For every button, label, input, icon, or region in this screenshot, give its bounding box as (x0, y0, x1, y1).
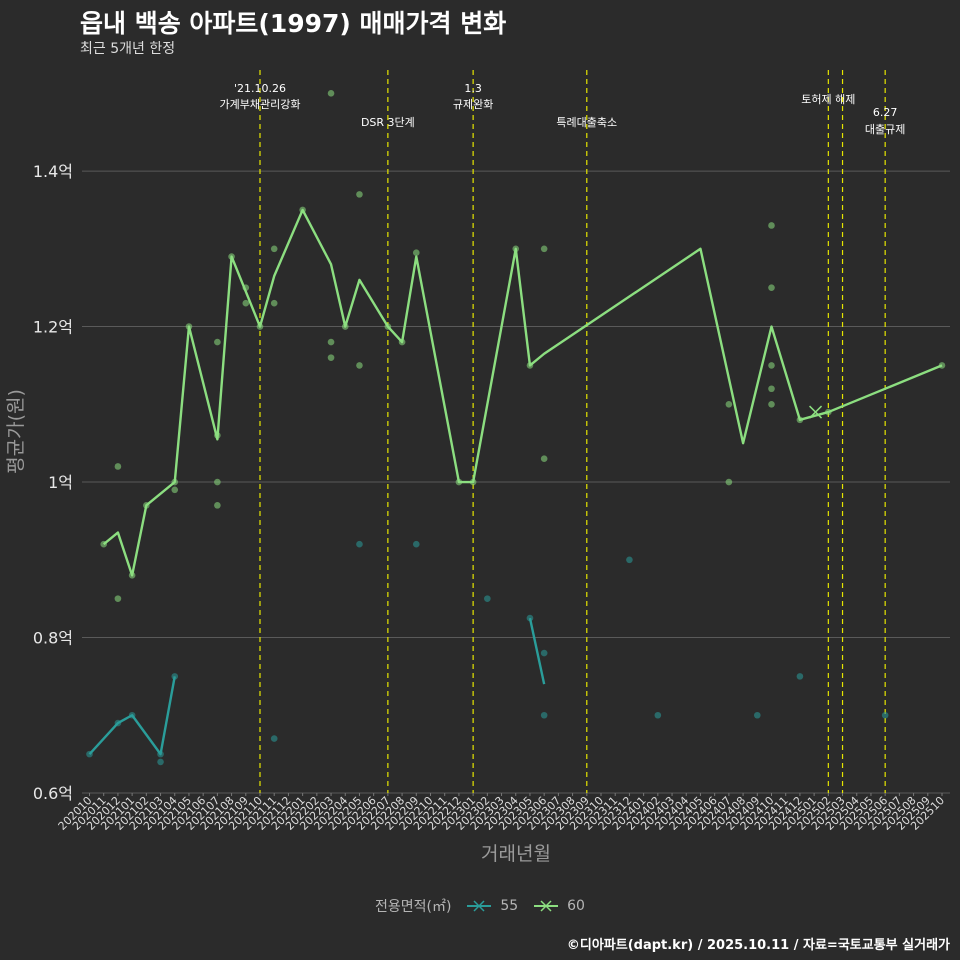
cross-marker-60 (809, 405, 823, 419)
data-point-55 (484, 595, 491, 602)
data-point-55 (270, 735, 278, 742)
data-point-55 (626, 556, 633, 564)
event-label: 대출규제 (865, 123, 905, 136)
data-point-60 (725, 400, 733, 408)
data-point-55 (540, 649, 548, 657)
data-point-60 (768, 362, 775, 369)
data-point-60 (327, 354, 335, 361)
data-point-60 (725, 478, 733, 486)
data-point-60 (540, 455, 548, 463)
y-tick-label: 1억 (48, 473, 73, 492)
data-point-60 (327, 90, 335, 97)
legend-title: 전용면적(㎡) (375, 899, 452, 915)
data-point-60 (768, 222, 775, 229)
data-point-60 (171, 486, 179, 494)
series-line-55 (528, 617, 546, 685)
data-point-55 (157, 758, 164, 766)
chart-title: 읍내 백송 아파트(1997) 매매가격 변화 (80, 9, 507, 38)
data-point-60 (768, 385, 775, 393)
data-point-55 (796, 673, 804, 680)
data-point-60 (214, 338, 221, 346)
data-point-60 (768, 284, 775, 291)
data-point-60 (327, 338, 335, 346)
chart-subtitle: 최근 5개년 한정 (80, 41, 176, 57)
series-line-60 (102, 208, 943, 577)
series-line-55 (88, 676, 176, 756)
legend-label-60: 60 (567, 898, 585, 914)
data-point-55 (654, 711, 662, 719)
data-point-55 (881, 711, 889, 719)
caption: ©디아파트(dapt.kr) / 2025.10.11 / 자료=국토교통부 실… (566, 938, 950, 953)
data-point-60 (214, 478, 221, 486)
event-date-label: '21.10.26 (234, 82, 286, 95)
data-point-60 (242, 299, 250, 307)
data-point-55 (540, 711, 548, 719)
legend-key-60 (533, 897, 559, 915)
data-point-60 (114, 463, 122, 470)
event-date-label: 1.3 (464, 82, 482, 95)
y-tick-label: 0.6억 (33, 784, 73, 803)
y-tick-label: 1.2억 (33, 318, 73, 337)
legend: 전용면적(㎡) 55 60 (0, 896, 960, 916)
event-label: 가계부채관리강화 (220, 98, 301, 111)
data-point-60 (270, 299, 278, 307)
event-date-label: 6.27 (873, 106, 898, 119)
x-axis-title: 거래년월 (481, 843, 551, 865)
y-axis-title: 평균가(원) (5, 389, 27, 474)
data-point-60 (356, 362, 363, 369)
data-point-60 (768, 400, 775, 408)
data-point-60 (270, 245, 278, 253)
y-tick-label: 1.4억 (33, 162, 73, 181)
data-point-55 (412, 540, 420, 548)
legend-key-55 (466, 897, 492, 915)
event-label: DSR 3단계 (361, 116, 415, 129)
data-point-55 (356, 540, 363, 548)
y-tick-label: 0.8억 (33, 629, 73, 648)
event-label: 특례대출축소 (556, 116, 617, 129)
data-point-60 (214, 502, 221, 509)
data-point-55 (753, 711, 761, 719)
data-point-60 (114, 595, 122, 602)
event-label: 규제완화 (453, 98, 493, 111)
legend-label-55: 55 (500, 898, 519, 914)
data-point-60 (412, 249, 420, 256)
data-point-60 (540, 245, 548, 253)
data-point-60 (356, 191, 363, 198)
event-label: 토허제 해제 (801, 92, 855, 106)
